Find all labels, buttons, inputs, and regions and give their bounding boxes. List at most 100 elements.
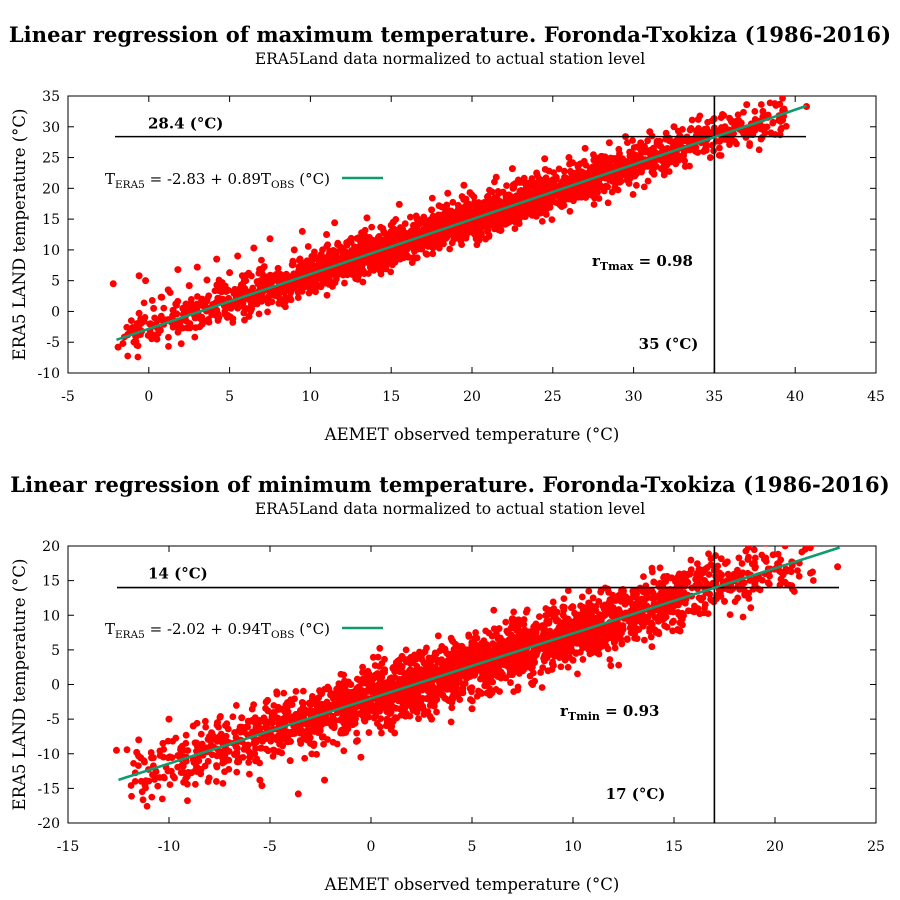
data-point xyxy=(638,141,646,149)
data-point xyxy=(834,563,842,571)
data-point xyxy=(146,320,154,328)
data-point xyxy=(539,622,547,630)
y-tick-label: 25 xyxy=(42,151,60,167)
x-tick-label: -15 xyxy=(57,839,80,855)
data-point xyxy=(478,663,486,671)
vline-label: 35 (°C) xyxy=(639,335,699,353)
data-point xyxy=(387,221,395,229)
correlation-label: rTmax = 0.98 xyxy=(592,252,693,273)
data-point xyxy=(444,189,452,197)
data-point xyxy=(436,234,444,242)
data-point xyxy=(185,282,193,290)
x-tick-label: 15 xyxy=(382,389,400,405)
data-point xyxy=(759,107,767,115)
data-point xyxy=(460,181,468,189)
data-point xyxy=(735,117,743,125)
data-point xyxy=(448,684,456,692)
data-point xyxy=(198,295,206,303)
data-point xyxy=(229,315,237,323)
data-point xyxy=(438,660,446,668)
data-point xyxy=(777,575,785,583)
y-axis-label: ERA5 LAND temperature (°C) xyxy=(10,559,29,811)
data-point xyxy=(363,214,371,222)
x-tick-label: 0 xyxy=(144,389,153,405)
data-point xyxy=(721,597,728,605)
data-point xyxy=(549,646,557,654)
data-point xyxy=(357,753,365,761)
data-point xyxy=(492,173,500,181)
x-tick-label: 30 xyxy=(625,389,643,405)
data-point xyxy=(165,715,173,723)
data-point xyxy=(529,681,537,688)
data-point xyxy=(519,653,526,661)
data-point xyxy=(569,656,577,664)
data-point xyxy=(266,235,274,243)
data-point xyxy=(246,753,254,761)
data-point xyxy=(605,139,613,147)
data-point xyxy=(620,587,627,595)
data-point xyxy=(339,252,347,260)
y-tick-label: 10 xyxy=(42,243,60,259)
data-point xyxy=(741,590,749,598)
data-point xyxy=(203,276,211,284)
x-tick-label: 20 xyxy=(766,839,784,855)
data-point xyxy=(468,705,476,713)
data-point xyxy=(179,762,187,770)
data-point xyxy=(245,312,253,320)
tmin-chart-svg: -15 -10 -5 0 5 10 15 20 25 -20 -15 -10 -5 0 5 10 15 20 AEM… xyxy=(10,539,885,894)
x-tick-label: -5 xyxy=(61,389,75,405)
data-point xyxy=(298,699,306,707)
data-point xyxy=(379,255,387,263)
data-point xyxy=(418,651,425,659)
regression-line xyxy=(118,546,841,782)
chart-title: Linear regression of maximum temperature… xyxy=(8,22,892,47)
data-point xyxy=(599,639,607,647)
data-point xyxy=(298,227,306,235)
y-tick-label: -20 xyxy=(37,816,60,832)
data-point xyxy=(347,681,355,688)
data-point xyxy=(660,615,668,623)
data-point xyxy=(234,252,242,260)
data-point xyxy=(158,293,166,301)
chart-title: Linear regression of minimum temperature… xyxy=(10,472,890,497)
data-point xyxy=(573,172,581,180)
x-tick-label: 5 xyxy=(225,389,234,405)
data-point xyxy=(367,705,375,713)
data-point xyxy=(589,594,597,602)
data-point xyxy=(751,580,759,588)
data-point xyxy=(565,154,573,162)
y-tick-label: 20 xyxy=(42,181,60,197)
data-point xyxy=(387,726,395,734)
data-point xyxy=(177,323,185,331)
x-tick-label: -5 xyxy=(263,839,277,855)
data-point xyxy=(458,642,466,650)
data-point xyxy=(397,663,405,671)
y-tick-label: -15 xyxy=(37,781,60,797)
hline-label: 28.4 (°C) xyxy=(148,115,223,133)
data-point xyxy=(484,197,492,205)
data-point xyxy=(114,343,122,351)
data-point xyxy=(135,272,143,280)
data-point xyxy=(205,732,213,740)
data-point xyxy=(290,246,298,254)
data-point xyxy=(182,300,190,308)
data-point xyxy=(371,243,379,251)
y-tick-label: 35 xyxy=(42,89,60,105)
data-point xyxy=(238,714,246,722)
data-point xyxy=(213,255,221,263)
data-point xyxy=(286,757,294,765)
regression-line xyxy=(116,104,807,342)
data-point xyxy=(488,632,496,640)
data-point xyxy=(294,790,302,798)
data-point xyxy=(218,288,226,296)
x-tick-label: 10 xyxy=(301,389,319,405)
y-tick-label: -5 xyxy=(46,712,60,728)
data-point xyxy=(377,672,385,680)
chart-subtitle: ERA5Land data normalized to actual stati… xyxy=(254,50,646,68)
vline-label: 17 (°C) xyxy=(606,785,666,803)
x-tick-label: 25 xyxy=(544,389,562,405)
data-point xyxy=(226,269,234,277)
data-point xyxy=(164,286,172,294)
y-tick-label: -10 xyxy=(37,366,60,382)
